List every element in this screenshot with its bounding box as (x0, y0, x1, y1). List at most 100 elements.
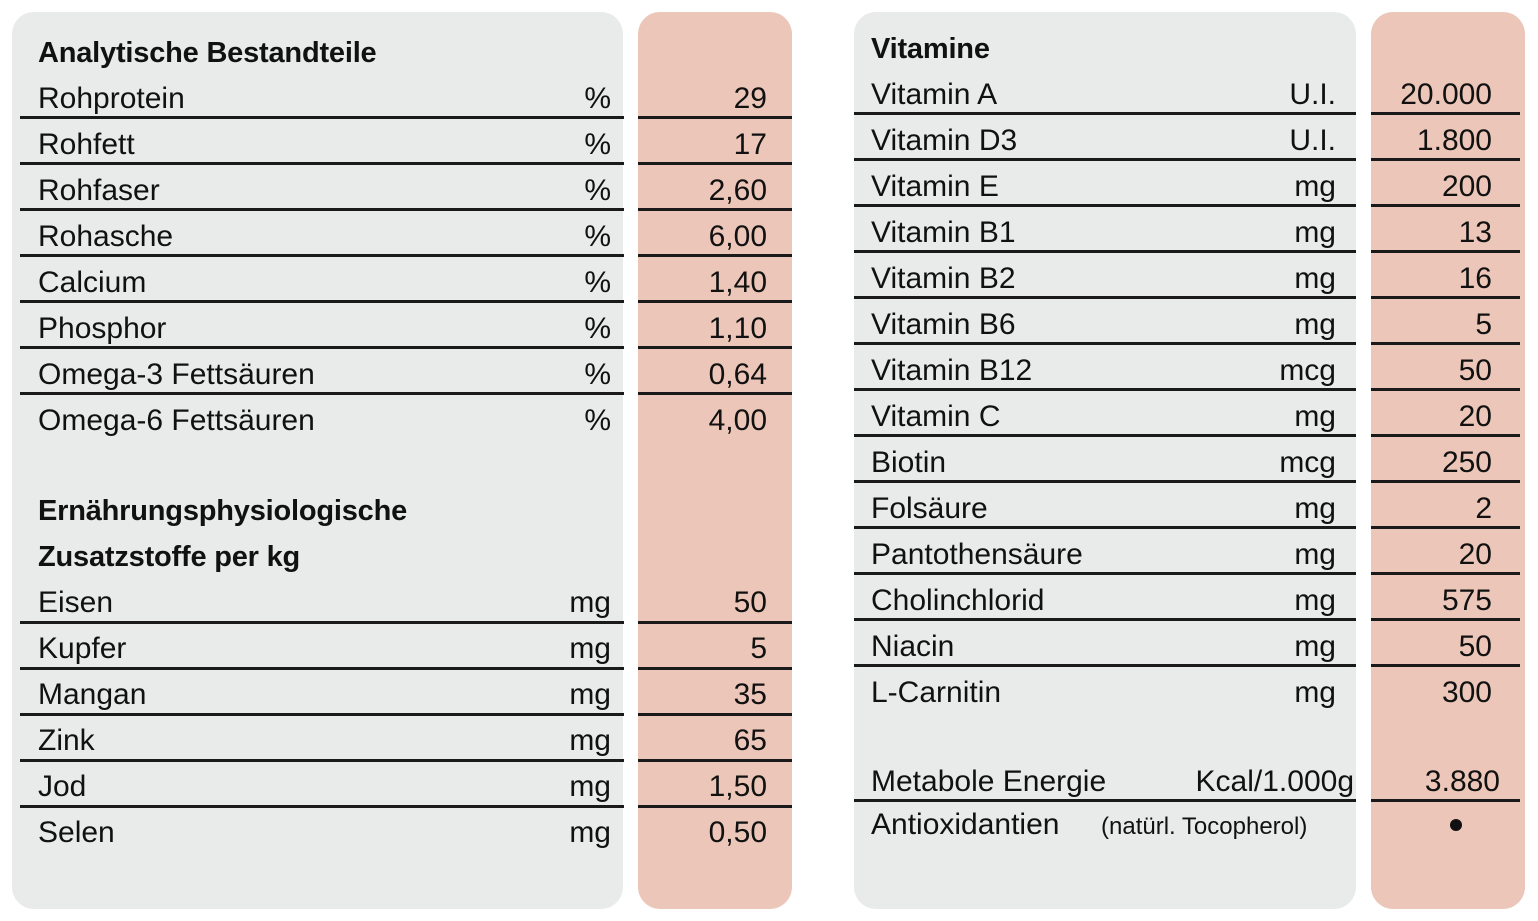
row-divider (638, 667, 792, 670)
row-divider (1371, 342, 1520, 345)
vitamin-value: 50 (1458, 630, 1492, 663)
nutrient-unit: % (584, 266, 611, 299)
nutrient-value: 1,40 (708, 266, 767, 299)
row-divider (854, 342, 1356, 345)
vitamin-label: Vitamin C (871, 400, 1001, 433)
row-divider (20, 667, 624, 670)
row-divider (20, 621, 624, 624)
row-divider (638, 805, 792, 808)
row-divider (1371, 664, 1520, 667)
vitamin-unit: mg (1294, 630, 1336, 663)
right-vitamin-panel (854, 12, 1356, 909)
vitamin-label: Niacin (871, 630, 955, 663)
additive-unit: mg (569, 678, 611, 711)
row-divider (638, 392, 792, 395)
nutrient-unit: % (584, 312, 611, 345)
row-divider (638, 300, 792, 303)
nutrient-label: Rohfett (38, 128, 135, 161)
energy-unit: Kcal/1.000g (1195, 765, 1354, 798)
additive-unit: mg (569, 632, 611, 665)
nutrient-value: 4,00 (708, 404, 767, 437)
vitamin-value: 20.000 (1400, 78, 1492, 111)
vitamin-label: Biotin (871, 446, 947, 479)
vitamin-unit: mg (1294, 492, 1336, 525)
additive-value: 5 (750, 632, 767, 665)
row-divider (854, 480, 1356, 483)
row-divider (854, 204, 1356, 207)
row-divider (638, 254, 792, 257)
antioxidants-label: Antioxidantien (871, 808, 1060, 841)
nutrient-value: 0,64 (708, 358, 767, 391)
additive-value: 1,50 (708, 770, 767, 803)
row-divider (638, 208, 792, 211)
row-divider (1371, 158, 1520, 161)
row-divider (20, 254, 624, 257)
row-divider (20, 300, 624, 303)
vitamins-heading: Vitamine (871, 33, 990, 65)
nutrient-label: Rohfaser (38, 174, 160, 207)
additive-value: 35 (733, 678, 767, 711)
energy-label: Metabole Energie (871, 765, 1107, 798)
additive-label: Mangan (38, 678, 147, 711)
nutrient-value: 17 (733, 128, 767, 161)
vitamin-unit: mcg (1279, 446, 1336, 479)
nutrient-value: 6,00 (708, 220, 767, 253)
row-divider (638, 713, 792, 716)
row-divider (1371, 204, 1520, 207)
energy-value: 3.880 (1424, 765, 1500, 798)
vitamin-value: 575 (1441, 584, 1492, 617)
vitamin-value: 1.800 (1416, 124, 1492, 157)
vitamin-unit: mg (1294, 170, 1336, 203)
row-divider (20, 713, 624, 716)
row-divider (854, 296, 1356, 299)
vitamin-unit: mg (1294, 308, 1336, 341)
row-divider (1371, 296, 1520, 299)
nutrient-label: Omega-3 Fettsäuren (38, 358, 315, 391)
additive-value: 0,50 (708, 816, 767, 849)
vitamin-value: 5 (1475, 308, 1492, 341)
vitamin-unit: mg (1294, 538, 1336, 571)
vitamin-unit: mg (1294, 216, 1336, 249)
row-divider (20, 346, 624, 349)
row-divider (1371, 572, 1520, 575)
nutrient-value: 2,60 (708, 174, 767, 207)
vitamin-value: 13 (1458, 216, 1492, 249)
nutrient-unit: % (584, 358, 611, 391)
row-divider (854, 572, 1356, 575)
additive-value: 65 (733, 724, 767, 757)
antioxidants-included-marker (1450, 819, 1462, 831)
row-divider (1371, 434, 1520, 437)
nutrient-value: 29 (733, 82, 767, 115)
vitamin-label: L-Carnitin (871, 676, 1002, 709)
right-values-column (1371, 12, 1525, 909)
nutrient-unit: % (584, 128, 611, 161)
row-divider (638, 759, 792, 762)
vitamin-value: 200 (1441, 170, 1492, 203)
additive-unit: mg (569, 816, 611, 849)
vitamin-unit: mg (1294, 262, 1336, 295)
nutrient-label: Rohasche (38, 220, 174, 253)
additive-unit: mg (569, 724, 611, 757)
vitamin-value: 300 (1441, 676, 1492, 709)
vitamin-unit: mcg (1279, 354, 1336, 387)
nutrient-unit: % (584, 174, 611, 207)
vitamin-unit: mg (1294, 400, 1336, 433)
nutrient-label: Calcium (38, 266, 147, 299)
analytical-heading: Analytische Bestandteile (38, 37, 377, 69)
additives-heading-line-2: Zusatzstoffe per kg (38, 541, 301, 573)
vitamin-value: 50 (1458, 354, 1492, 387)
additive-label: Jod (38, 770, 87, 803)
vitamin-value: 20 (1458, 400, 1492, 433)
nutrient-label: Phosphor (38, 312, 167, 345)
vitamin-value: 250 (1441, 446, 1492, 479)
vitamin-label: Vitamin B1 (871, 216, 1016, 249)
row-divider (1371, 112, 1520, 115)
vitamin-label: Vitamin D3 (871, 124, 1018, 157)
row-divider (20, 208, 624, 211)
row-divider (854, 388, 1356, 391)
additive-label: Eisen (38, 586, 114, 619)
row-divider (20, 392, 624, 395)
vitamin-label: Vitamin B6 (871, 308, 1016, 341)
nutrient-unit: % (584, 220, 611, 253)
vitamin-label: Cholinchlorid (871, 584, 1045, 617)
